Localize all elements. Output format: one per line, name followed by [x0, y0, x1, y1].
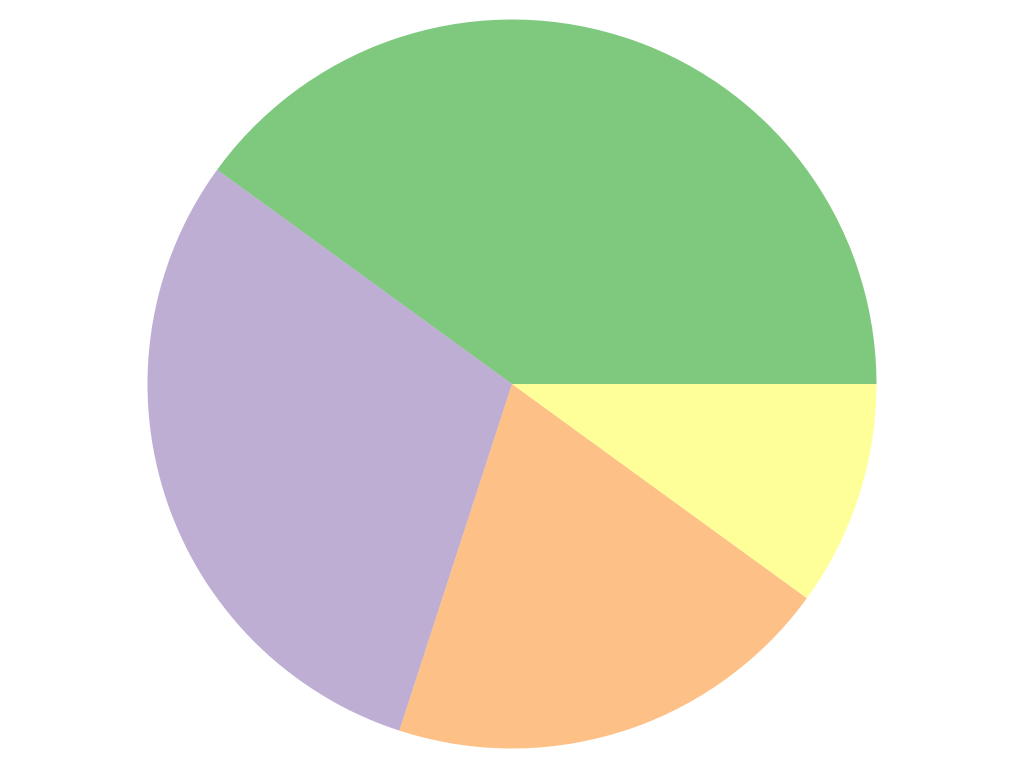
pie-slice-4: [512, 384, 877, 599]
pie-slice-3: [399, 384, 807, 749]
pie-slice-2: [147, 169, 512, 731]
pie-slice-1: [217, 19, 877, 384]
